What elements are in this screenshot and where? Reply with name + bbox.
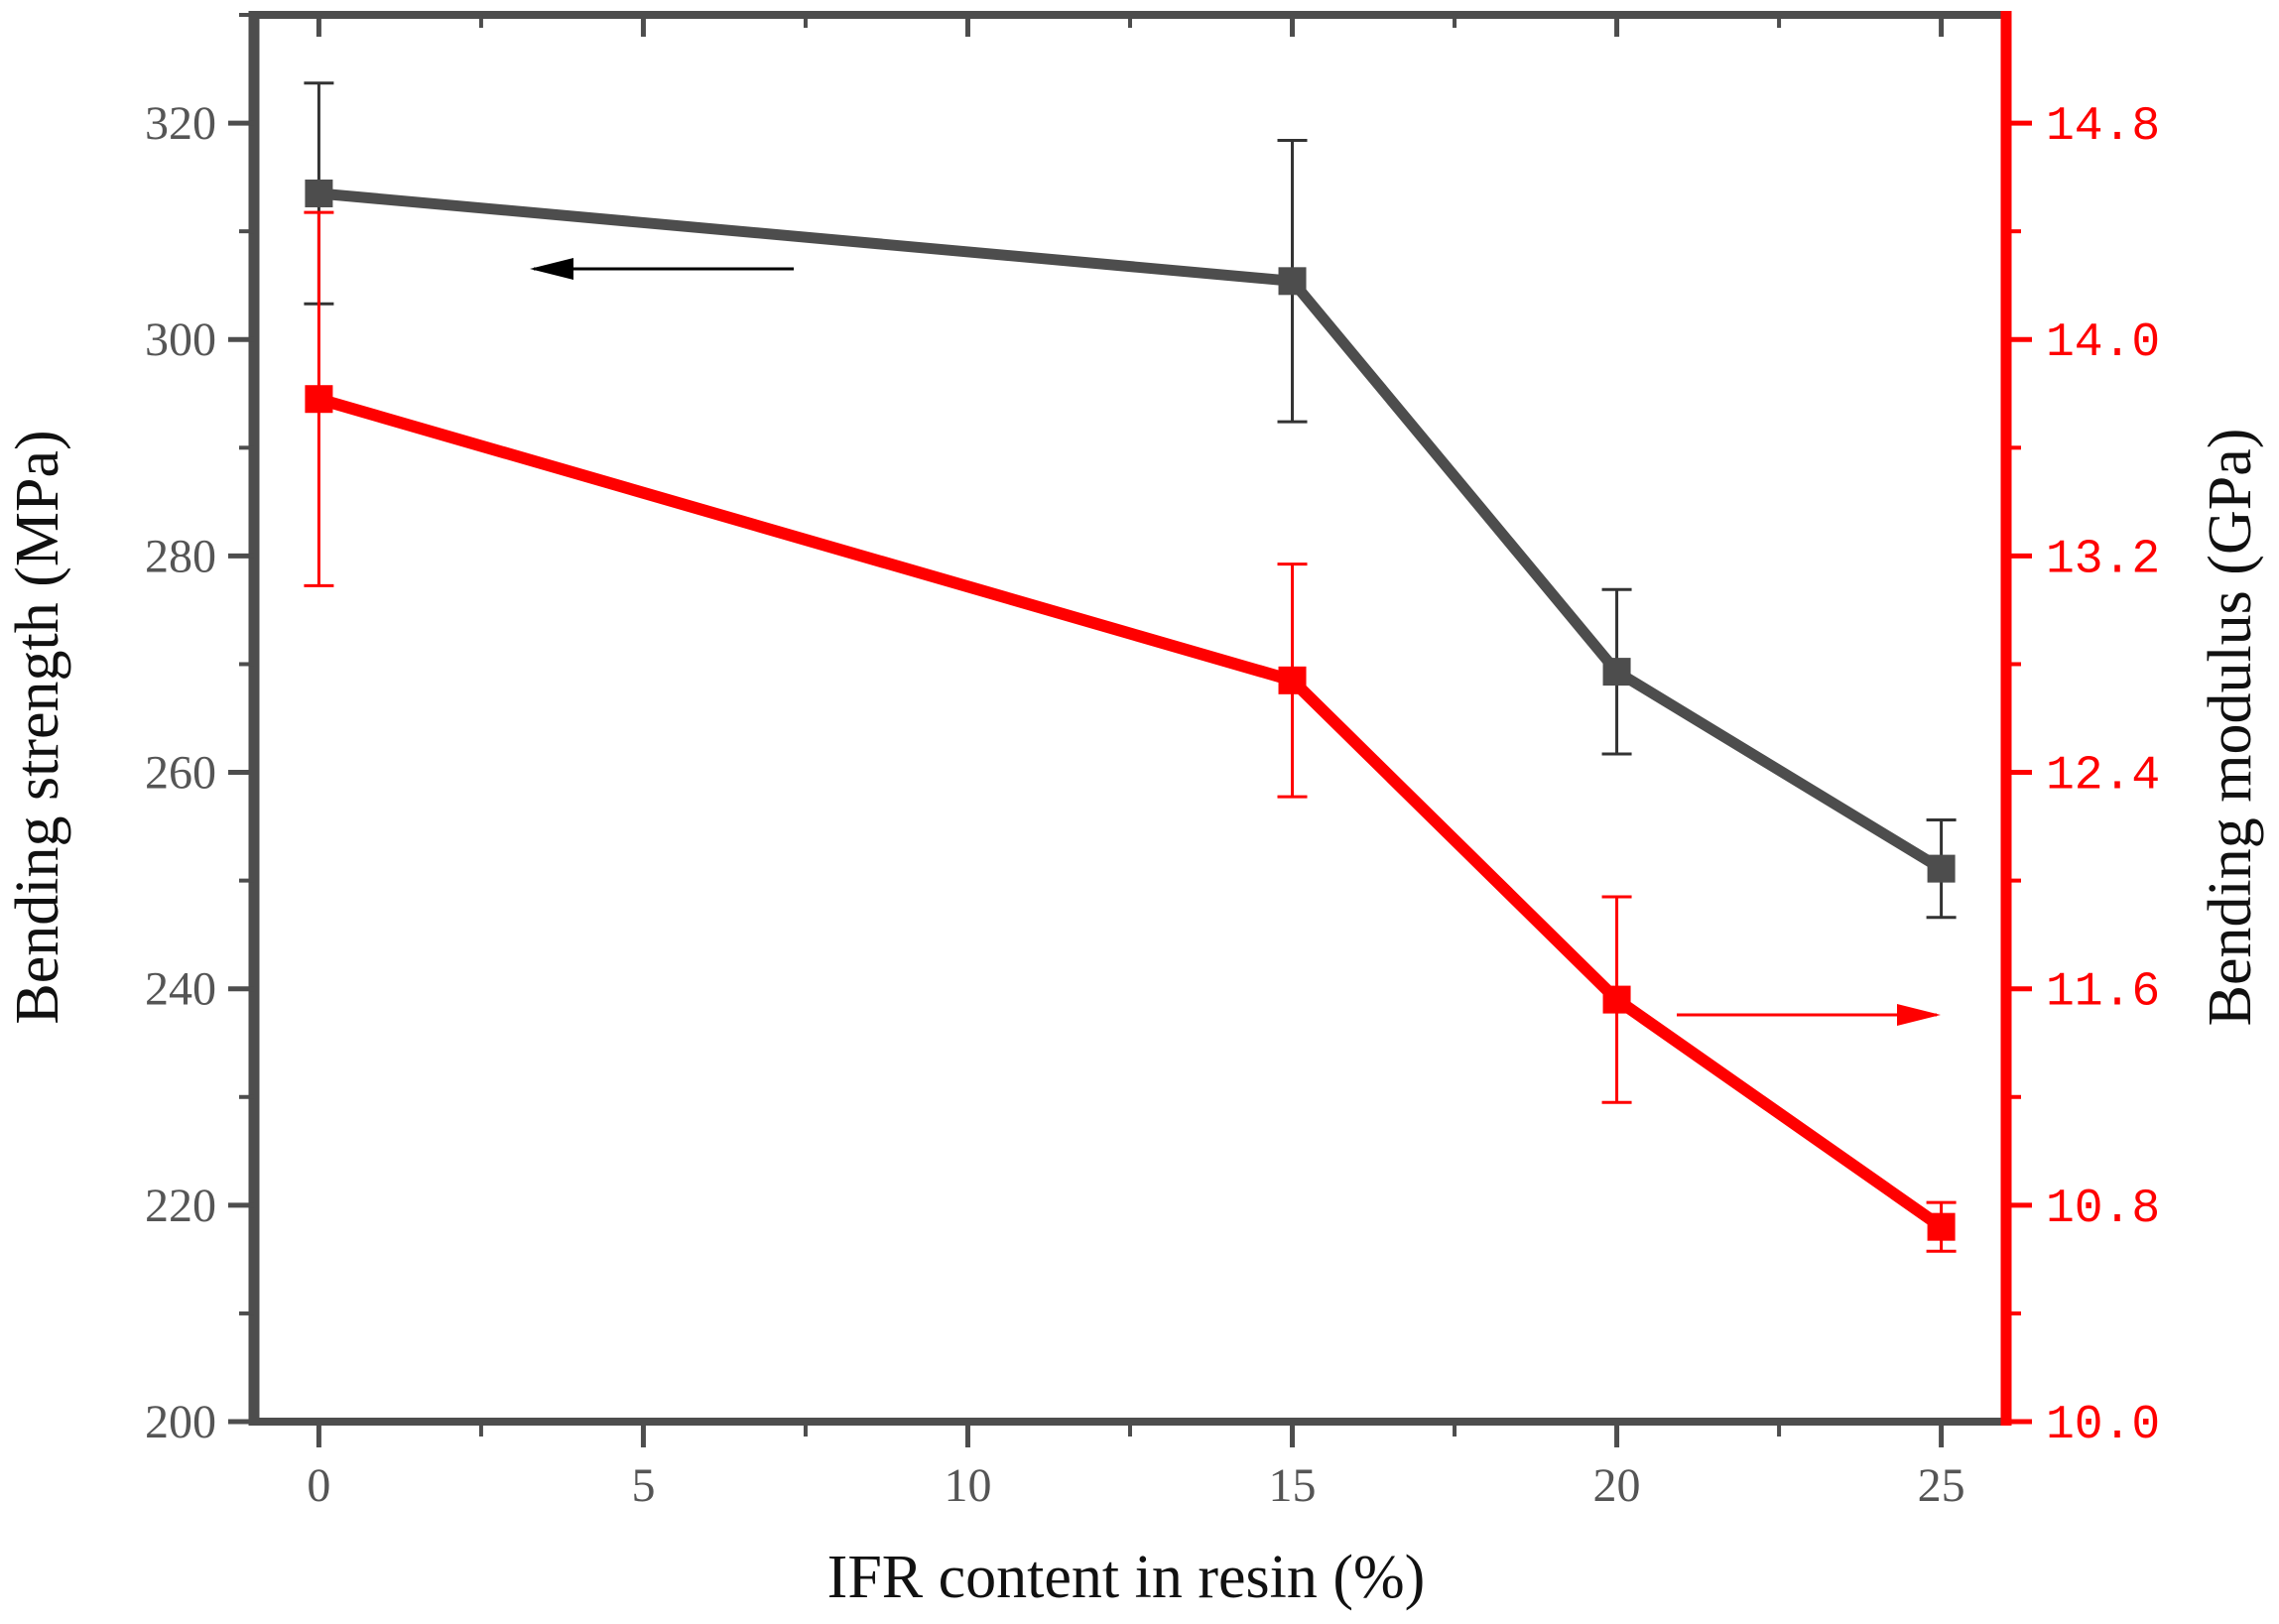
x-tick-label: 20 — [1593, 1459, 1641, 1512]
plot-area: 0 5 10 15 20 25 200 220 240 260 280 300 320 10.0 10.8 1… — [145, 11, 2160, 1512]
right-y-axis-title: Bending modulus (GPa) — [2197, 429, 2264, 1027]
left-y-tick-label: 220 — [145, 1180, 216, 1232]
x-tick-label: 0 — [307, 1459, 330, 1512]
series-strength-marker — [1927, 854, 1956, 883]
right-y-tick-label: 13.2 — [2046, 533, 2160, 586]
series-strength — [304, 81, 1957, 920]
right-y-tick-label: 10.0 — [2046, 1399, 2160, 1452]
x-axis-title: IFR content in resin (%) — [827, 1544, 1426, 1611]
series-modulus-marker — [305, 385, 333, 414]
series-strength-marker — [305, 179, 333, 207]
series-strength-marker — [1278, 267, 1307, 296]
left-y-tick-label: 300 — [145, 313, 216, 366]
right-y-tick-label: 12.4 — [2046, 750, 2160, 804]
series-strength-line — [317, 187, 1945, 874]
left-y-axis-title: Bending strength (MPa) — [4, 430, 71, 1024]
series-modulus-marker — [1927, 1212, 1956, 1241]
x-tick-label: 5 — [631, 1459, 655, 1512]
series-modulus — [304, 210, 1957, 1253]
left-y-tick-label: 200 — [145, 1396, 216, 1448]
series-modulus-marker — [1278, 666, 1307, 694]
x-tick-label: 25 — [1918, 1459, 1965, 1512]
right-y-tick-label: 14.8 — [2046, 100, 2160, 154]
left-y-tick-label: 260 — [145, 747, 216, 800]
series-modulus-marker — [1602, 985, 1631, 1014]
left-y-tick-label: 320 — [145, 97, 216, 150]
series-strength-marker — [1602, 658, 1631, 687]
right-y-tick-label: 10.8 — [2046, 1183, 2160, 1236]
series-modulus-line — [317, 393, 1946, 1232]
left-y-tick-label: 240 — [145, 963, 216, 1016]
x-tick-label: 15 — [1269, 1459, 1317, 1512]
left-y-tick-label: 280 — [145, 530, 216, 582]
right-y-tick-label: 11.6 — [2046, 966, 2160, 1020]
right-y-tick-label: 14.0 — [2046, 316, 2160, 370]
x-tick-label: 10 — [944, 1459, 991, 1512]
